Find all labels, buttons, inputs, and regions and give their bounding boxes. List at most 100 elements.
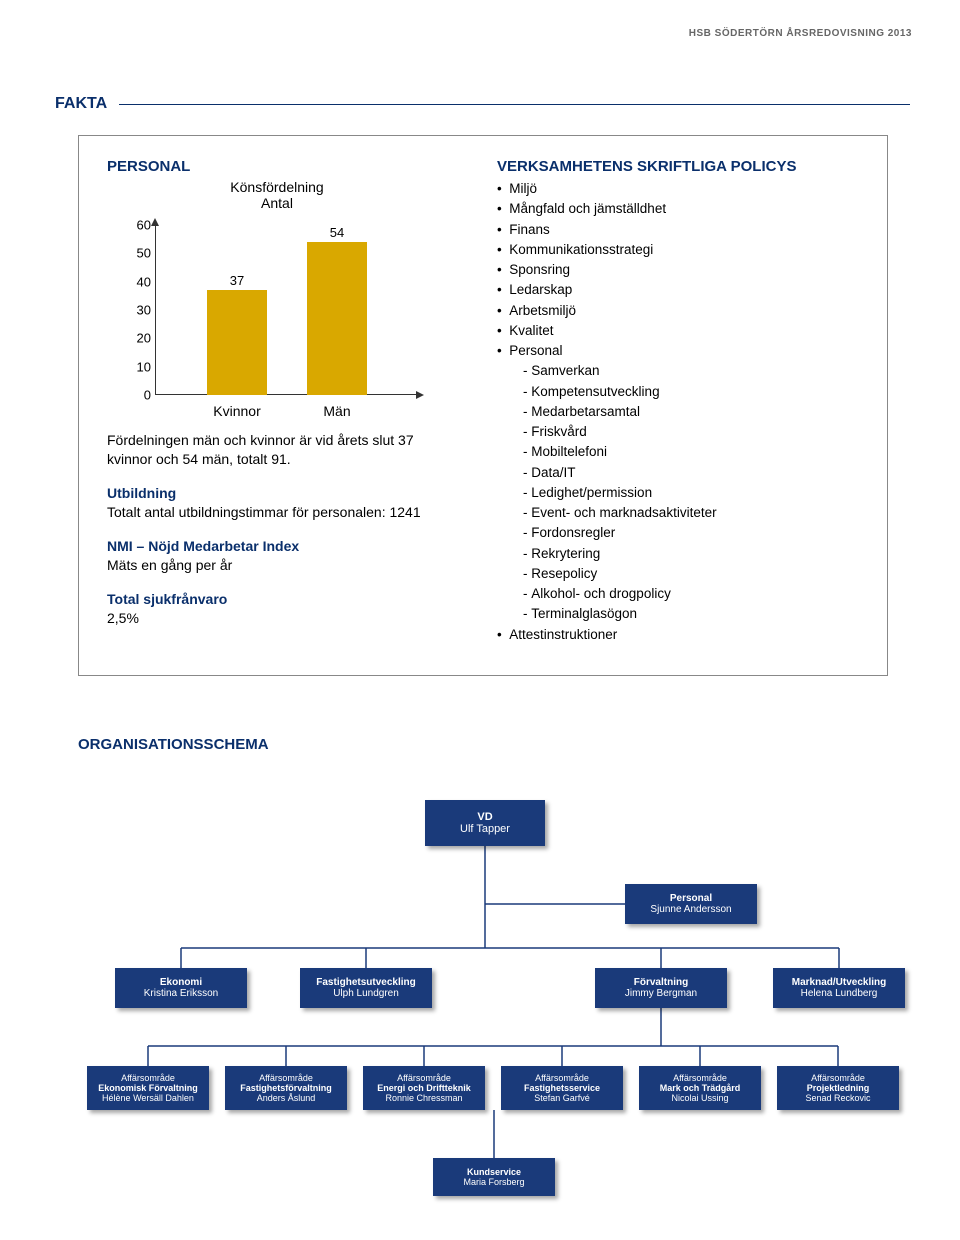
org-node-name: Ulf Tapper [429,823,541,835]
bar-value-label: 54 [307,225,367,240]
policy-subitem: Fordonsregler [497,523,859,543]
x-category-label: Kvinnor [197,403,277,419]
fact-box: PERSONAL Könsfördelning Antal 0 10 20 30 40 5… [78,135,888,676]
org-node-name: Hélène Wersäll Dahlen [91,1093,205,1103]
org-node-name: Anders Åslund [229,1093,343,1103]
policy-item: Kvalitet [497,321,859,341]
org-node-name: Helena Lundberg [777,988,901,999]
policy-subitem: Friskvård [497,422,859,442]
policy-item: Attestinstruktioner [497,625,859,645]
org-node-unit: Affärsområde [505,1073,619,1083]
org-node-fastutv: FastighetsutvecklingUlph Lundgren [300,968,432,1008]
org-node-name: Stefan Garfvé [505,1093,619,1103]
section-title: FAKTA [55,95,107,113]
org-node-dept: Fastighetsservice [505,1083,619,1093]
x-category-label: Män [297,403,377,419]
sjuk-title: Total sjukfrånvaro [107,591,447,607]
policy-item: Miljö [497,179,859,199]
org-node-unit: Affärsområde [781,1073,895,1083]
org-title: ORGANISATIONSSCHEMA [78,736,269,753]
bar-value-label: 37 [207,273,267,288]
org-node-kund: KundserviceMaria Forsberg [433,1158,555,1196]
org-node-ekonomi: EkonomiKristina Eriksson [115,968,247,1008]
org-node-a5: AffärsområdeMark och TrädgårdNicolai Uss… [639,1066,761,1110]
org-node-forvaltning: FörvaltningJimmy Bergman [595,968,727,1008]
org-node-marknad: Marknad/UtvecklingHelena Lundberg [773,968,905,1008]
y-axis [155,225,156,395]
org-node-name: Nicolai Ussing [643,1093,757,1103]
policy-subitem: Ledighet/permission [497,483,859,503]
chart-caption: Fördelningen män och kvinnor är vid året… [107,431,447,469]
ytick: 10 [137,359,151,374]
ytick: 0 [144,388,151,403]
policy-subitem: Medarbetarsamtal [497,402,859,422]
policy-subitem: Alkohol- och drogpolicy [497,584,859,604]
org-node-unit: Affärsområde [91,1073,205,1083]
org-node-name: Ronnie Chressman [367,1093,481,1103]
chart-subtitle: Antal [107,195,447,211]
policy-subitem: Terminalglasögon [497,604,859,624]
org-node-dept: Ekonomi [119,977,243,988]
org-node-dept: Mark och Trädgård [643,1083,757,1093]
org-node-dept: Fastighetsutveckling [304,977,428,988]
org-node-dept: VD [429,811,541,823]
policy-subitem: Rekrytering [497,544,859,564]
policy-subitem: Resepolicy [497,564,859,584]
org-node-vd: VDUlf Tapper [425,800,545,846]
policy-item: Personal [497,341,859,361]
org-node-personal: PersonalSjunne Andersson [625,884,757,924]
ytick: 20 [137,331,151,346]
org-node-name: Sjunne Andersson [629,904,753,915]
left-column: PERSONAL Könsfördelning Antal 0 10 20 30 40 5… [107,158,447,645]
page-header: HSB SÖDERTÖRN ÅRSREDOVISNING 2013 [689,28,912,39]
org-node-dept: Personal [629,893,753,904]
policy-item: Mångfald och jämställdhet [497,199,859,219]
org-node-a3: AffärsområdeEnergi och DriftteknikRonnie… [363,1066,485,1110]
utbildning-text: Totalt antal utbildningstimmar för perso… [107,503,447,522]
org-node-dept: Fastighetsförvaltning [229,1083,343,1093]
x-axis [155,394,417,395]
org-node-a1: AffärsområdeEkonomisk FörvaltningHélène … [87,1066,209,1110]
ytick: 40 [137,274,151,289]
org-node-dept: Marknad/Utveckling [777,977,901,988]
org-node-name: Kristina Eriksson [119,988,243,999]
chart-title: Könsfördelning [107,179,447,195]
arrow-right-icon [416,391,424,399]
right-column: VERKSAMHETENS SKRIFTLIGA POLICYS MiljöMå… [497,158,859,645]
bar [307,242,367,395]
org-node-a4: AffärsområdeFastighetsserviceStefan Garf… [501,1066,623,1110]
section-title-line [119,104,910,105]
sjuk-text: 2,5% [107,609,447,628]
org-node-dept: Kundservice [437,1167,551,1177]
policy-subitem: Mobiltelefoni [497,442,859,462]
policy-subitem: Event- och marknadsaktiviteter [497,503,859,523]
org-chart: VDUlf Tapper PersonalSjunne Andersson Ekon… [55,770,915,1200]
org-node-a2: AffärsområdeFastighetsförvaltningAnders … [225,1066,347,1110]
policies-title: VERKSAMHETENS SKRIFTLIGA POLICYS [497,158,859,175]
org-node-dept: Förvaltning [599,977,723,988]
org-node-unit: Affärsområde [643,1073,757,1083]
personal-title: PERSONAL [107,158,447,175]
policy-item: Arbetsmiljö [497,301,859,321]
org-node-a6: AffärsområdeProjektledningSenad Reckovic [777,1066,899,1110]
org-node-dept: Ekonomisk Förvaltning [91,1083,205,1093]
policy-item: Kommunikationsstrategi [497,240,859,260]
org-node-name: Senad Reckovic [781,1093,895,1103]
ytick: 30 [137,303,151,318]
policy-list: MiljöMångfald och jämställdhetFinansKomm… [497,179,859,645]
utbildning-title: Utbildning [107,485,447,501]
org-node-name: Jimmy Bergman [599,988,723,999]
policy-subitem: Kompetensutveckling [497,382,859,402]
org-node-unit: Affärsområde [367,1073,481,1083]
nmi-title: NMI – Nöjd Medarbetar Index [107,538,447,554]
ytick: 60 [137,218,151,233]
bar-chart: 0 10 20 30 40 50 60 37 Kvinnor 54 Män [107,215,427,425]
org-node-name: Maria Forsberg [437,1177,551,1187]
ytick: 50 [137,246,151,261]
policy-item: Ledarskap [497,280,859,300]
section-title-row: FAKTA [55,95,910,113]
policy-subitem: Data/IT [497,463,859,483]
policy-item: Sponsring [497,260,859,280]
org-node-dept: Projektledning [781,1083,895,1093]
org-node-unit: Affärsområde [229,1073,343,1083]
